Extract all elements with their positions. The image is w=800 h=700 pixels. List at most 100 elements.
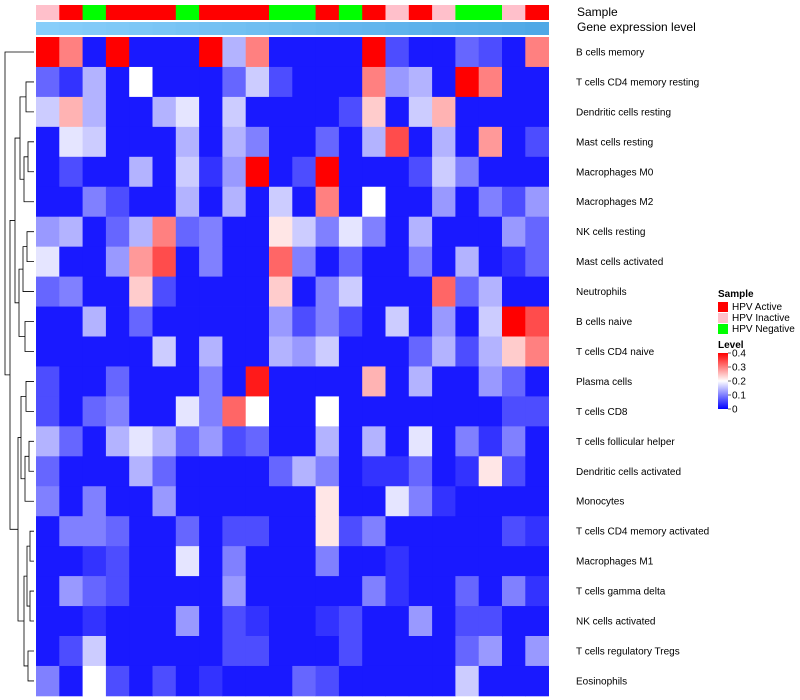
row-label: Plasma cells bbox=[576, 377, 632, 388]
heatmap-cell bbox=[82, 66, 107, 98]
heatmap-cell bbox=[245, 665, 270, 697]
heatmap-cell bbox=[502, 306, 526, 337]
heatmap-cell bbox=[362, 546, 386, 577]
heatmap-cell bbox=[105, 486, 130, 517]
heatmap-cell bbox=[199, 665, 223, 697]
heatmap-cell bbox=[36, 456, 60, 487]
heatmap-cell bbox=[362, 186, 386, 218]
sample-annotation-cell bbox=[408, 5, 433, 20]
heatmap-cell bbox=[82, 665, 107, 697]
heatmap-cell bbox=[478, 276, 503, 307]
heatmap-cell bbox=[175, 336, 200, 367]
heatmap-cell bbox=[175, 156, 200, 188]
heatmap-cell bbox=[105, 516, 130, 547]
heatmap-cell bbox=[292, 336, 316, 367]
heatmap-cell bbox=[269, 576, 293, 607]
heatmap-cell bbox=[222, 66, 247, 98]
heatmap-cell bbox=[478, 336, 503, 367]
heatmap-cell bbox=[408, 516, 433, 547]
heatmap-cell bbox=[502, 516, 526, 547]
heatmap-cell bbox=[269, 126, 293, 158]
heatmap-cell bbox=[478, 546, 503, 577]
heatmap-cell bbox=[129, 366, 153, 397]
heatmap-cell bbox=[152, 456, 177, 487]
heatmap-cell bbox=[385, 606, 410, 637]
heatmap-cell bbox=[315, 606, 340, 637]
gene-expression-annotation-cell bbox=[525, 22, 549, 35]
heatmap-cell bbox=[59, 126, 83, 158]
heatmap-cell bbox=[222, 366, 247, 397]
sample-annotation-cell bbox=[269, 5, 293, 20]
heatmap-cell bbox=[269, 66, 293, 98]
heatmap-cell bbox=[152, 606, 177, 637]
heatmap-cell bbox=[362, 426, 386, 457]
heatmap-cell bbox=[152, 96, 177, 128]
heatmap-cell bbox=[269, 306, 293, 337]
heatmap-cell bbox=[129, 246, 153, 277]
heatmap-cell bbox=[455, 396, 480, 427]
heatmap-cell bbox=[432, 606, 456, 637]
heatmap-cell bbox=[385, 96, 410, 128]
sample-legend-label: HPV Active bbox=[732, 302, 782, 313]
heatmap-cell bbox=[502, 426, 526, 457]
heatmap-cell bbox=[292, 486, 316, 517]
heatmap-cell bbox=[338, 336, 363, 367]
sample-annotation-cell bbox=[362, 5, 386, 20]
heatmap-cell bbox=[455, 576, 480, 607]
heatmap-cell bbox=[82, 216, 107, 248]
heatmap-cell bbox=[292, 216, 316, 248]
heatmap-cell bbox=[82, 576, 107, 607]
heatmap-cell bbox=[175, 66, 200, 98]
sample-legend-label: HPV Inactive bbox=[732, 313, 790, 324]
heatmap-cell bbox=[455, 216, 480, 248]
heatmap-cell bbox=[408, 306, 433, 337]
heatmap-cell bbox=[315, 336, 340, 367]
heatmap-cell bbox=[129, 636, 153, 667]
sample-annotation-cell bbox=[105, 5, 130, 20]
heatmap-cell bbox=[245, 456, 270, 487]
heatmap-cell bbox=[502, 96, 526, 128]
heatmap-cell bbox=[432, 366, 456, 397]
heatmap-cell bbox=[432, 426, 456, 457]
row-label: T cells CD4 memory resting bbox=[576, 77, 699, 88]
heatmap-cell bbox=[525, 336, 549, 367]
heatmap-cell bbox=[385, 216, 410, 248]
heatmap-cell bbox=[36, 426, 60, 457]
heatmap-cell bbox=[338, 456, 363, 487]
heatmap-cell bbox=[362, 216, 386, 248]
heatmap-cell bbox=[175, 606, 200, 637]
row-label: T cells CD4 memory activated bbox=[576, 527, 709, 538]
heatmap-cell bbox=[152, 546, 177, 577]
heatmap-cell bbox=[199, 66, 223, 98]
heatmap-cell bbox=[362, 366, 386, 397]
heatmap-cell bbox=[245, 336, 270, 367]
heatmap-cell bbox=[222, 37, 247, 68]
heatmap-cell bbox=[525, 156, 549, 188]
heatmap-cell bbox=[175, 486, 200, 517]
gene-expression-annotation-cell bbox=[432, 22, 456, 35]
heatmap-cell bbox=[175, 396, 200, 427]
heatmap-cell bbox=[362, 336, 386, 367]
heatmap-cell bbox=[82, 276, 107, 307]
sample-annotation-cell bbox=[338, 5, 363, 20]
heatmap-cell bbox=[222, 636, 247, 667]
heatmap-cell bbox=[59, 636, 83, 667]
heatmap-cell bbox=[222, 306, 247, 337]
heatmap-cell bbox=[502, 396, 526, 427]
dendrogram-branch bbox=[18, 268, 25, 337]
heatmap-cell bbox=[525, 246, 549, 277]
dendrogram-branch bbox=[25, 381, 34, 412]
heatmap-cell bbox=[315, 186, 340, 218]
heatmap-cell bbox=[199, 276, 223, 307]
heatmap-cell bbox=[292, 66, 316, 98]
heatmap-cell bbox=[36, 96, 60, 128]
heatmap-cell bbox=[222, 96, 247, 128]
heatmap-cell bbox=[385, 426, 410, 457]
heatmap-cell bbox=[82, 456, 107, 487]
heatmap-cell bbox=[105, 366, 130, 397]
heatmap-cell bbox=[385, 246, 410, 277]
row-label: Eosinophils bbox=[576, 676, 627, 687]
heatmap-cell bbox=[478, 636, 503, 667]
heatmap-cell bbox=[455, 546, 480, 577]
